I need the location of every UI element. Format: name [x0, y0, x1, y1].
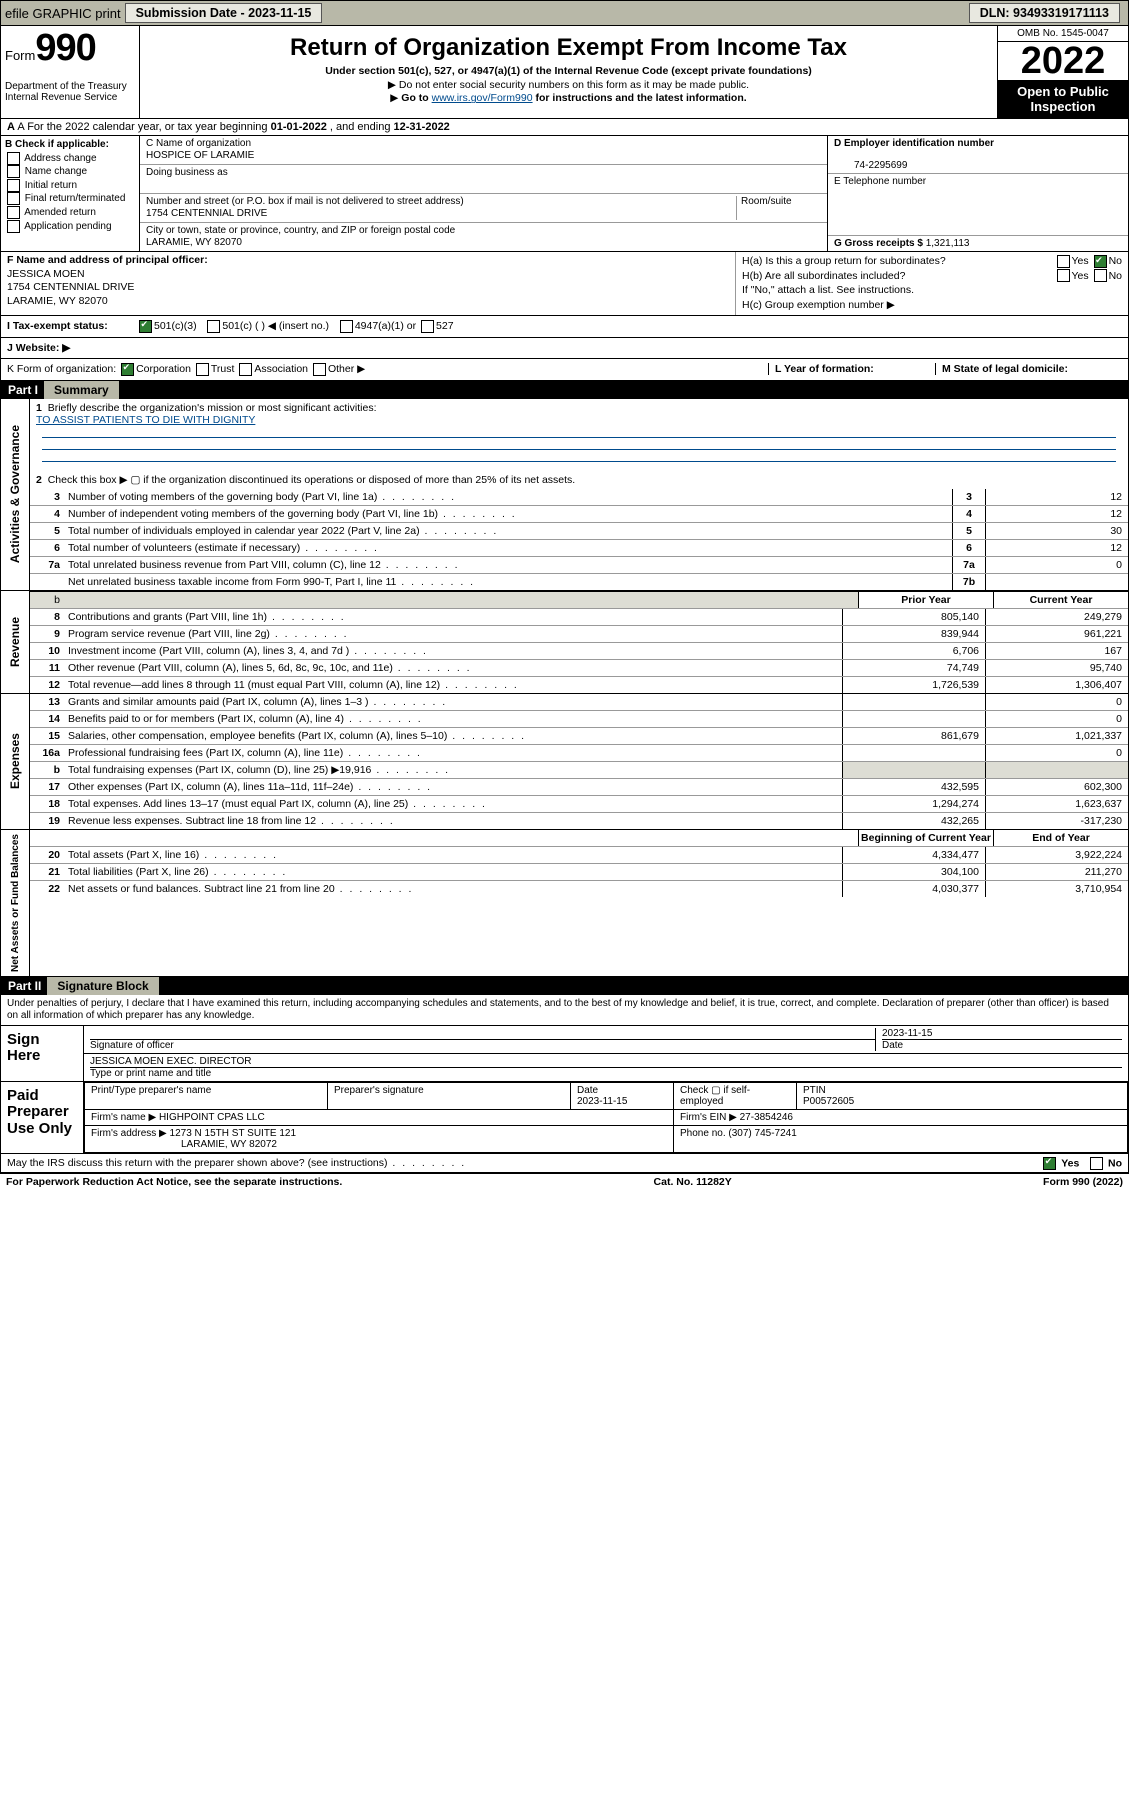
- chk-501c[interactable]: [207, 320, 220, 333]
- chk-corp[interactable]: [121, 363, 134, 376]
- row-k: K Form of organization: Corporation Trus…: [0, 359, 1129, 381]
- chk-4947[interactable]: [340, 320, 353, 333]
- summary-expenses: Expenses 13Grants and similar amounts pa…: [0, 694, 1129, 830]
- chk-amended[interactable]: [7, 206, 20, 219]
- row-j: J Website: ▶: [0, 338, 1129, 359]
- preparer-table: Print/Type preparer's name Preparer's si…: [84, 1082, 1128, 1153]
- form-title: Return of Organization Exempt From Incom…: [146, 32, 991, 63]
- signature-block: Under penalties of perjury, I declare th…: [0, 995, 1129, 1173]
- summary-net: Net Assets or Fund Balances Beginning of…: [0, 830, 1129, 977]
- title-box: Return of Organization Exempt From Incom…: [140, 26, 997, 118]
- summary-governance: Activities & Governance 1 Briefly descri…: [0, 399, 1129, 591]
- ha-no[interactable]: [1094, 255, 1107, 268]
- col-de: D Employer identification number74-22956…: [827, 136, 1128, 251]
- row-fh: F Name and address of principal officer:…: [0, 252, 1129, 316]
- chk-final[interactable]: [7, 192, 20, 205]
- top-bar: efile GRAPHIC print Submission Date - 20…: [0, 0, 1129, 26]
- footer: For Paperwork Reduction Act Notice, see …: [0, 1173, 1129, 1190]
- row-a: A A For the 2022 calendar year, or tax y…: [0, 119, 1129, 136]
- chk-initial[interactable]: [7, 179, 20, 192]
- row-i: I Tax-exempt status: 501(c)(3) 501(c) ( …: [0, 316, 1129, 338]
- chk-assoc[interactable]: [239, 363, 252, 376]
- irs-link[interactable]: www.irs.gov/Form990: [432, 92, 533, 104]
- efile-label: efile GRAPHIC print: [5, 6, 121, 21]
- discuss-no[interactable]: [1090, 1157, 1103, 1170]
- chk-501c3[interactable]: [139, 320, 152, 333]
- col-c: C Name of organizationHOSPICE OF LARAMIE…: [140, 136, 827, 251]
- summary-revenue: Revenue b Prior Year Current Year 8Contr…: [0, 591, 1129, 694]
- form-number-box: Form990 Department of the Treasury Inter…: [1, 26, 140, 118]
- submission-date-btn[interactable]: Submission Date - 2023-11-15: [125, 3, 323, 23]
- chk-527[interactable]: [421, 320, 434, 333]
- hb-yes[interactable]: [1057, 269, 1070, 282]
- chk-other[interactable]: [313, 363, 326, 376]
- ha-yes[interactable]: [1057, 255, 1070, 268]
- chk-name[interactable]: [7, 165, 20, 178]
- hb-no[interactable]: [1094, 269, 1107, 282]
- discuss-yes[interactable]: [1043, 1157, 1056, 1170]
- part1-bar: Part ISummary: [0, 381, 1129, 399]
- part2-bar: Part IISignature Block: [0, 977, 1129, 995]
- year-box: OMB No. 1545-0047 2022 Open to Public In…: [997, 26, 1128, 118]
- chk-address[interactable]: [7, 152, 20, 165]
- dln-btn[interactable]: DLN: 93493319171113: [969, 3, 1120, 23]
- form-header: Form990 Department of the Treasury Inter…: [0, 26, 1129, 119]
- section-bcde: B Check if applicable: Address change Na…: [0, 136, 1129, 252]
- mission-link[interactable]: TO ASSIST PATIENTS TO DIE WITH DIGNITY: [36, 414, 255, 426]
- chk-pending[interactable]: [7, 220, 20, 233]
- col-b: B Check if applicable: Address change Na…: [1, 136, 140, 251]
- chk-trust[interactable]: [196, 363, 209, 376]
